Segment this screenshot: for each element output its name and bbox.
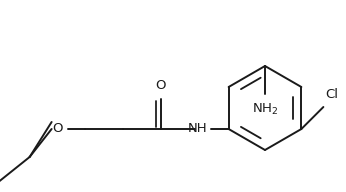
- Text: O: O: [52, 122, 63, 136]
- Text: O: O: [155, 79, 166, 92]
- Text: NH: NH: [188, 122, 208, 136]
- Text: Cl: Cl: [325, 88, 338, 101]
- Text: NH$_2$: NH$_2$: [252, 102, 278, 117]
